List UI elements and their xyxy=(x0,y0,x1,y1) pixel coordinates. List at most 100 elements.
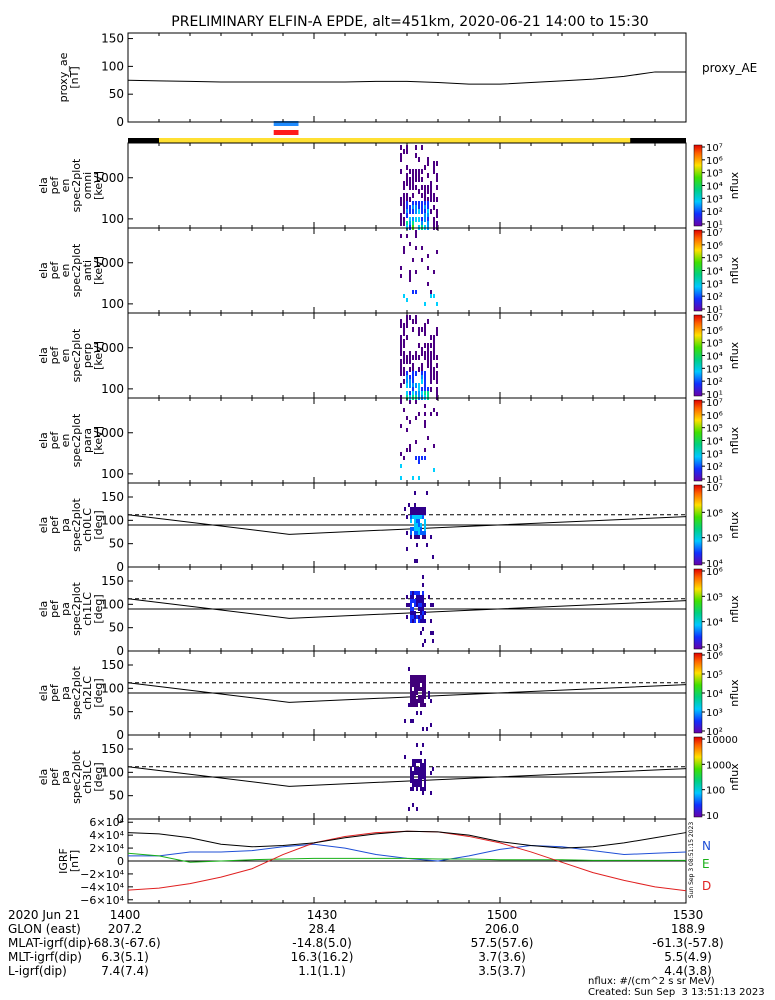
colorbar-2 xyxy=(693,229,703,312)
plot-title: PRELIMINARY ELFIN-A EPDE, alt=451km, 202… xyxy=(171,14,648,30)
spectrogram-cell xyxy=(412,367,414,372)
pitch-cell xyxy=(424,603,426,607)
pitch-cell xyxy=(420,771,422,775)
ylabel-line: ela xyxy=(37,685,50,702)
spectrogram-cell xyxy=(433,294,435,298)
pitch-cell xyxy=(422,787,424,791)
pitch-cell xyxy=(408,503,410,507)
spectrogram-cell xyxy=(436,327,438,332)
spectrogram-cell xyxy=(424,404,426,408)
pitch-cell xyxy=(412,675,414,679)
colorbar-3 xyxy=(693,314,703,397)
pitch-cell xyxy=(420,531,422,535)
spectrogram-cell xyxy=(424,323,426,328)
ylabel-line: pef xyxy=(48,599,61,618)
spectrogram-cell xyxy=(433,468,435,472)
ylabel-line: IGRF xyxy=(57,848,70,874)
pitch-cell xyxy=(424,771,426,775)
pitch-cell xyxy=(422,675,424,679)
spectrogram-cell xyxy=(403,355,405,360)
pitch-cell xyxy=(422,643,424,647)
spectrogram-cell xyxy=(424,193,426,198)
ylabel-line: spec2plot xyxy=(70,158,83,212)
spectrogram-cell xyxy=(412,355,414,360)
spectrogram-cell xyxy=(430,189,432,194)
spectrogram-cell xyxy=(400,452,402,456)
spectrogram-cell xyxy=(421,169,423,174)
pitch-cell xyxy=(410,787,412,791)
pitch-cell xyxy=(414,527,416,531)
ylabel-line: spec2plot xyxy=(70,582,83,636)
spectrogram-cell xyxy=(430,181,432,186)
spectrogram-cell xyxy=(403,217,405,222)
spectrogram-cell xyxy=(430,387,432,392)
pitch-cell xyxy=(422,595,424,599)
pitch-cell xyxy=(406,515,408,519)
pitch-cell xyxy=(412,779,414,783)
colorbar-label: nflux xyxy=(728,426,741,454)
spectrogram-cell xyxy=(403,343,405,348)
footer-row-label: MLT-igrf(dip) xyxy=(8,950,82,964)
pitch-cell xyxy=(416,783,418,787)
spectrogram-cell xyxy=(418,476,420,480)
spectrogram-cell xyxy=(436,379,438,384)
y-tick-label: 0 xyxy=(116,115,124,129)
ylabel-line: ch0LC xyxy=(81,508,94,542)
sunlit-bar xyxy=(159,138,631,143)
pitch-cell xyxy=(410,535,412,539)
footer-row-value: 1400 xyxy=(109,908,141,922)
spectrogram-cell xyxy=(424,205,426,210)
pitch-cell xyxy=(414,683,416,687)
loss-cone-line xyxy=(127,514,687,535)
pitch-cell xyxy=(410,719,412,723)
colorbar-tick-label: 10⁴ xyxy=(706,618,723,629)
pitch-cell xyxy=(420,763,422,767)
loss-cone-line xyxy=(127,682,687,703)
ylabel-line: pa xyxy=(59,518,72,532)
pitch-cell xyxy=(414,703,416,707)
footer-row-value: 3.7(3.6) xyxy=(478,950,526,964)
spectrogram-cell xyxy=(409,217,411,222)
spectrogram-cell xyxy=(421,367,423,372)
pitch-cell xyxy=(418,767,420,771)
pitch-cell xyxy=(422,695,424,699)
pitch-cell xyxy=(430,603,432,607)
pitch-cell xyxy=(414,699,416,703)
pitch-cell xyxy=(418,515,420,519)
spectrogram-cell xyxy=(412,327,414,332)
colorbar-tick-label: 10³ xyxy=(706,643,723,654)
pitch-cell xyxy=(414,535,416,539)
y-tick-label: 4×10⁴ xyxy=(89,829,124,842)
spectrogram-cell xyxy=(418,331,420,336)
spectrogram-cell xyxy=(403,339,405,344)
colorbar-tick-label: 10² xyxy=(706,377,723,388)
spectrogram-cell xyxy=(400,145,402,150)
pitch-cell xyxy=(426,491,428,495)
spectrogram-cell xyxy=(400,169,402,174)
y-tick-label: 150 xyxy=(101,490,124,504)
pitch-cell xyxy=(410,527,412,531)
pitch-cell xyxy=(416,535,418,539)
pitch-cell xyxy=(410,695,412,699)
pitch-cell xyxy=(424,519,426,523)
spectrogram-cell xyxy=(430,363,432,368)
colorbar-label: nflux xyxy=(728,256,741,284)
pitch-cell xyxy=(412,787,414,791)
spectrogram-cell xyxy=(433,161,435,166)
pitch-cell xyxy=(416,603,418,607)
spectrogram-cell xyxy=(433,335,435,340)
pitch-cell xyxy=(412,607,414,611)
pitch-cell xyxy=(406,603,408,607)
pitch-cell xyxy=(410,619,412,623)
pitch-cell xyxy=(418,675,420,679)
y-tick-label: 0 xyxy=(116,644,124,658)
pitch-cell xyxy=(416,679,418,683)
spectrogram-cell xyxy=(421,258,423,262)
colorbar-5 xyxy=(693,484,703,566)
colorbar-label: nflux xyxy=(728,511,741,539)
pitch-cell xyxy=(420,507,422,511)
colorbar-tick-label: 100 xyxy=(706,786,725,797)
spectrogram-cell xyxy=(400,347,402,352)
